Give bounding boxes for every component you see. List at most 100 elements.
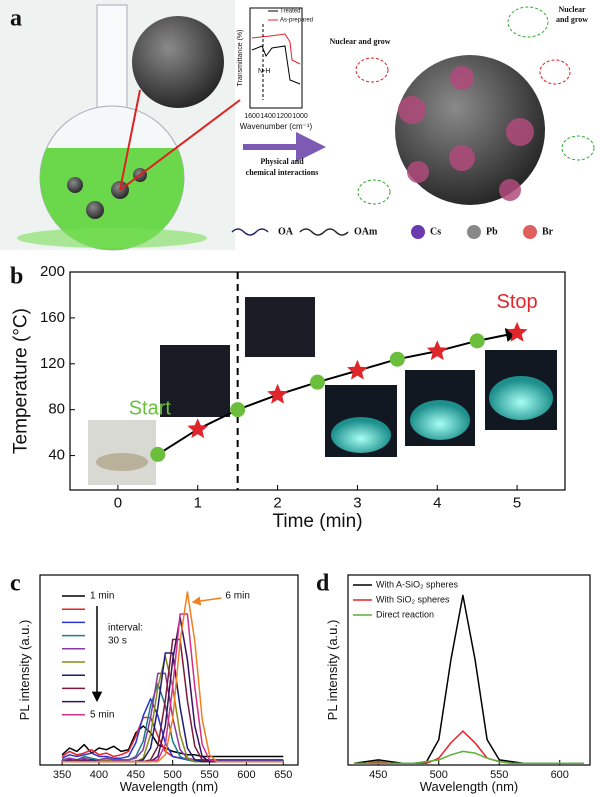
x-axis-label: Wavelength (nm): [120, 779, 219, 794]
photo-glow: [331, 417, 391, 453]
x-tick-label: 2: [273, 494, 281, 511]
sphere-large: [395, 55, 545, 205]
photo-glow: [489, 376, 553, 420]
legend-text: OA: [278, 226, 294, 237]
x-tick-label: 4: [433, 494, 441, 511]
spectrum: [354, 750, 584, 765]
circle-point: [310, 374, 325, 390]
legend-icon: [411, 225, 425, 239]
x-tick-label: 0: [114, 494, 122, 511]
legend-icon: [299, 228, 349, 236]
flask-neck: [96, 4, 128, 116]
x-tick-label: 400: [90, 769, 108, 781]
x-tick-label: 600: [551, 769, 569, 781]
spectrum: [61, 725, 284, 758]
photo-flask: [96, 453, 148, 471]
y-axis-label: PL intensity (a.u.): [325, 620, 340, 721]
legend-icon: [523, 225, 537, 239]
y-axis-label: PL intensity (a.u.): [17, 620, 32, 721]
nuclear-label: Nuclear: [558, 5, 586, 14]
x-tick-label: 650: [274, 769, 292, 781]
spectrum: [61, 698, 284, 761]
y-tick-label: 160: [40, 309, 65, 326]
inset-curve: [251, 45, 301, 85]
circle-point: [389, 351, 405, 367]
panel-label: a: [10, 6, 22, 32]
y-tick-label: 80: [48, 401, 65, 418]
particle: [86, 201, 104, 219]
legend-text: Cs: [430, 226, 441, 237]
x-axis-label: Time (min): [272, 511, 362, 532]
plot-frame: [69, 271, 566, 491]
inset-annotation: N-H: [258, 68, 270, 75]
label-arrow: [191, 596, 222, 606]
y-tick-label: 120: [40, 355, 65, 372]
spectrum: [353, 594, 584, 765]
zoom-line: [119, 99, 241, 191]
inset-y-label: Transmittance (%): [237, 30, 244, 87]
legend-text: OAm: [354, 226, 378, 237]
inset-tick: 1600: [244, 113, 260, 120]
y-tick-label: 200: [40, 263, 65, 280]
photos: [88, 297, 557, 485]
inset-tick: 1200: [276, 113, 292, 120]
precursor-ring: [507, 6, 549, 38]
nanocrystal: [449, 145, 475, 171]
nuclear-label: Nuclear and grow: [329, 37, 390, 46]
x-tick-label: 5: [513, 494, 521, 511]
inset-curve: [251, 33, 301, 65]
x-tick-label: 450: [369, 769, 387, 781]
x-tick-label: 500: [164, 769, 182, 781]
legend-text: Br: [542, 226, 554, 237]
photo: [88, 420, 156, 485]
legend-label: Direct reaction: [376, 609, 434, 619]
inset-tick: 1000: [292, 113, 308, 120]
legend-label: 5 min: [90, 709, 114, 720]
precursor-ring: [539, 59, 571, 85]
nanocrystal: [499, 179, 521, 201]
nanocrystal: [398, 96, 426, 124]
arrow-label: chemical interactions: [246, 168, 319, 177]
plot-frame: [347, 574, 591, 766]
plot-frame: [39, 574, 299, 766]
circle-point: [469, 333, 485, 349]
y-axis-label: Temperature (°C): [11, 308, 32, 454]
inset-tick: 1400: [260, 113, 276, 120]
annotation: Start: [129, 398, 172, 420]
legend-label: With A-SiO₂ spheres: [376, 579, 459, 589]
series-label: 6 min: [225, 591, 249, 602]
x-tick-label: 450: [127, 769, 145, 781]
x-tick-label: 550: [490, 769, 508, 781]
panel-label: b: [10, 264, 23, 290]
x-tick-label: 600: [237, 769, 255, 781]
star-point: [506, 321, 528, 342]
x-axis-label: Wavelength (nm): [420, 779, 519, 794]
trend-arrow: [157, 328, 520, 456]
legend-icon: [467, 225, 481, 239]
circle-point: [230, 402, 246, 418]
photo-glow: [410, 400, 470, 440]
panel-a: Treated As-prepared N-H Transmittance (%…: [0, 0, 595, 251]
photo: [245, 297, 315, 357]
y-tick-label: 40: [48, 447, 65, 464]
x-tick-label: 550: [200, 769, 218, 781]
inset-legend: As-prepared: [280, 18, 313, 24]
arrow-label: Physical and: [260, 157, 304, 166]
spectrum: [354, 730, 584, 765]
annotation: interval:: [108, 623, 143, 634]
photo: [160, 345, 230, 417]
panel-label: d: [316, 571, 330, 597]
nanocrystal: [407, 161, 429, 183]
x-tick-label: 500: [430, 769, 448, 781]
x-tick-label: 3: [353, 494, 361, 511]
star-point: [187, 418, 209, 439]
spectrum: [61, 652, 284, 763]
nanocrystal: [450, 66, 474, 90]
star-point: [426, 340, 448, 361]
circle-point: [150, 446, 166, 462]
liquid-shadow: [17, 228, 207, 248]
nuclear-label: and grow: [556, 15, 588, 24]
star-point: [267, 383, 288, 404]
panel-label: c: [10, 571, 21, 597]
